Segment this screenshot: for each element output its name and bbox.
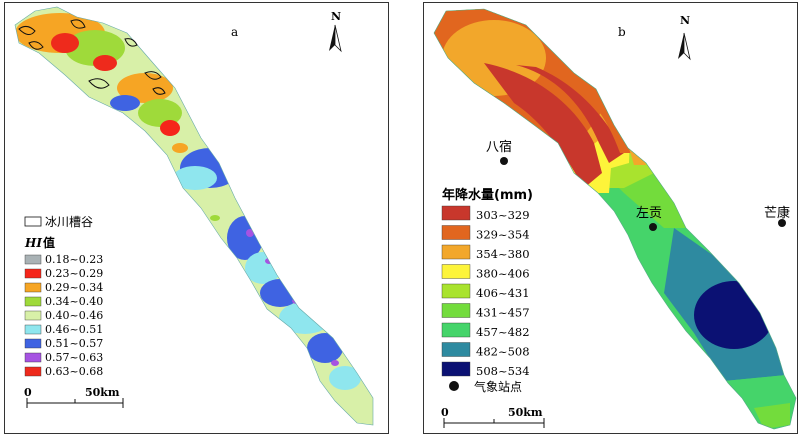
north-arrow-a xyxy=(329,24,342,53)
precip-legend-swatch-1 xyxy=(441,225,471,240)
hi-legend-label-7: 0.57~0.63 xyxy=(45,351,103,364)
precip-legend-label-3: 380~406 xyxy=(476,267,530,281)
precip-legend: 303~329 329~354 354~380 380~406 406~431 431~4… xyxy=(441,205,530,378)
hi-legend-label-5: 0.46~0.51 xyxy=(45,323,103,336)
precip-legend-swatch-2 xyxy=(441,244,471,260)
map-panel-a: N a 冰川槽谷 HI 值 0.18~0.23 0.23~0.29 0.29~0.3… xyxy=(4,2,389,434)
precip-legend-swatch-5 xyxy=(441,303,471,318)
precip-legend-label-2: 354~380 xyxy=(476,247,530,261)
precip-legend-label-5: 431~457 xyxy=(476,306,530,320)
scale-end-a: 50km xyxy=(85,386,120,399)
panel-label-a: a xyxy=(231,25,238,39)
hi-legend: 0.18~0.230.23~0.290.29~0.340.34~0.400.40… xyxy=(24,253,103,378)
station-label-zuogong: 左贡 xyxy=(636,206,662,221)
precip-legend-swatch-3 xyxy=(441,264,471,279)
scale-end-b: 50km xyxy=(508,406,543,419)
panel-label-b: b xyxy=(618,25,626,39)
station-legend-marker xyxy=(449,381,459,391)
scale-zero-b: 0 xyxy=(441,406,449,419)
precip-legend-swatch-7 xyxy=(441,342,471,357)
hi-legend-label-1: 0.23~0.29 xyxy=(45,267,103,280)
glacier-troughs xyxy=(18,19,166,95)
precip-legend-label-8: 508~534 xyxy=(476,364,530,378)
precip-legend-label-4: 406~431 xyxy=(476,286,530,300)
precip-legend-swatch-6 xyxy=(441,322,471,338)
station-marker-zuogong xyxy=(649,223,657,231)
hi-legend-label-0: 0.18~0.23 xyxy=(45,253,103,266)
precip-legend-label-0: 303~329 xyxy=(476,208,530,222)
hi-legend-title-suffix: 值 xyxy=(43,235,55,250)
glacier-legend-swatch xyxy=(24,216,42,227)
precip-legend-label-7: 482~508 xyxy=(476,345,530,359)
station-label-basu: 八宿 xyxy=(486,139,512,155)
map-panel-b: N b 八宿 左贡 芒康 年降水量(mm) 303~329 329~354 354~… xyxy=(423,2,798,434)
station-marker-basu xyxy=(500,157,508,165)
hi-legend-label-3: 0.34~0.40 xyxy=(45,295,103,308)
precip-legend-label-1: 329~354 xyxy=(476,228,530,242)
precip-map: N b 八宿 左贡 芒康 年降水量(mm) 303~329 329~354 354~… xyxy=(433,8,797,430)
precip-legend-swatch-8 xyxy=(441,361,471,377)
precip-legend-swatch-0 xyxy=(441,205,471,221)
north-label-b: N xyxy=(680,14,690,27)
hi-legend-swatch-4 xyxy=(24,310,42,321)
hi-legend-swatch-1 xyxy=(24,268,42,279)
north-label-a: N xyxy=(331,10,341,23)
scale-zero-a: 0 xyxy=(24,386,32,399)
station-legend-label: 气象站点 xyxy=(474,379,522,394)
hi-legend-swatch-5 xyxy=(24,324,42,335)
precip-legend-title: 年降水量(mm) xyxy=(442,187,533,203)
hi-legend-swatch-8 xyxy=(24,366,42,377)
hi-legend-swatch-7 xyxy=(24,352,42,363)
station-label-mangkang: 芒康 xyxy=(764,205,790,221)
hi-legend-swatch-6 xyxy=(24,338,42,349)
hi-legend-swatch-3 xyxy=(24,296,42,307)
hi-legend-label-8: 0.63~0.68 xyxy=(45,365,103,378)
precip-legend-swatch-4 xyxy=(441,283,471,299)
hi-legend-swatch-0 xyxy=(24,254,42,265)
station-marker-mangkang xyxy=(778,219,786,227)
precip-legend-label-6: 457~482 xyxy=(476,325,530,339)
hi-legend-title: HI xyxy=(24,236,42,250)
glacier-legend-label: 冰川槽谷 xyxy=(45,215,93,229)
hi-legend-swatch-2 xyxy=(24,282,42,293)
hi-map: N a 冰川槽谷 HI 值 0.18~0.230.23~0.290.29~0.3… xyxy=(14,6,374,426)
hi-legend-label-6: 0.51~0.57 xyxy=(45,337,103,350)
hi-legend-label-2: 0.29~0.34 xyxy=(45,281,103,294)
hi-legend-label-4: 0.40~0.46 xyxy=(45,309,103,322)
north-arrow-b xyxy=(678,32,691,61)
